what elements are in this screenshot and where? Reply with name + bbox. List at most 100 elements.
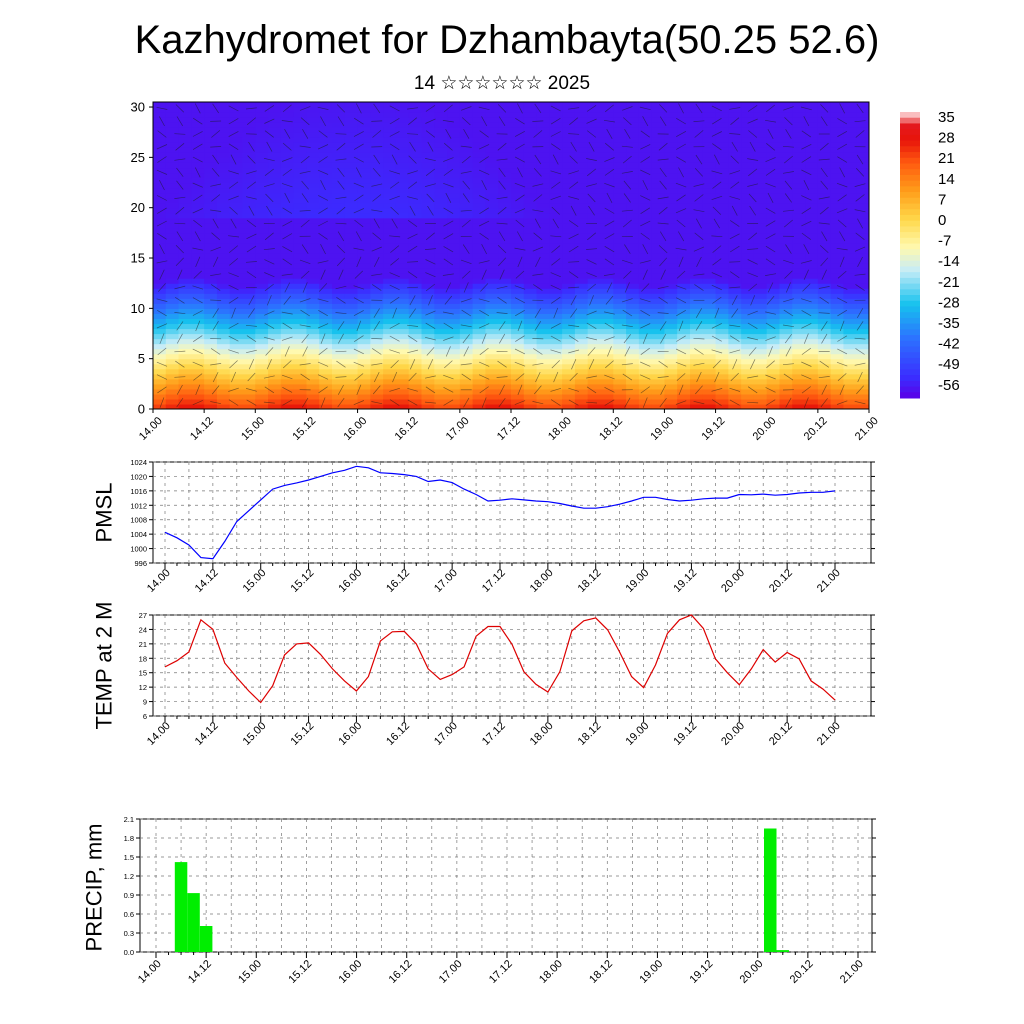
heatmap-cell bbox=[817, 112, 832, 118]
heatmap-cell bbox=[191, 227, 205, 234]
wind-vector bbox=[318, 386, 328, 394]
heatmap-cell bbox=[306, 147, 320, 153]
heatmap-cell bbox=[370, 383, 384, 390]
heatmap-cell bbox=[165, 137, 180, 143]
wind-vector bbox=[820, 180, 829, 190]
heatmap-cell bbox=[856, 288, 869, 294]
heatmap-cell bbox=[383, 308, 397, 314]
heatmap-cell bbox=[574, 383, 589, 390]
heatmap-cell bbox=[178, 117, 192, 123]
heatmap-cell bbox=[306, 207, 320, 214]
heatmap-cell bbox=[383, 363, 397, 370]
wind-vector bbox=[534, 218, 541, 229]
heatmap-cell bbox=[370, 117, 384, 123]
heatmap-cell bbox=[651, 403, 666, 409]
heatmap-cell bbox=[344, 112, 359, 118]
heatmap-cell bbox=[753, 142, 768, 148]
wind-vector bbox=[372, 385, 381, 395]
wind-vector bbox=[568, 245, 579, 253]
heatmap-cell bbox=[728, 167, 742, 174]
wind-vector bbox=[695, 308, 703, 318]
wind-vector bbox=[604, 322, 615, 329]
heatmap-cell bbox=[817, 102, 832, 108]
wind-vector bbox=[586, 130, 597, 138]
wind-vector bbox=[246, 335, 257, 342]
heatmap-cell bbox=[255, 222, 269, 229]
heatmap-cell bbox=[523, 197, 538, 204]
heatmap-cell bbox=[459, 127, 474, 133]
heatmap-cell bbox=[395, 122, 410, 128]
wind-vector bbox=[784, 117, 793, 126]
heatmap-cell bbox=[728, 112, 742, 118]
heatmap-cell bbox=[216, 393, 231, 400]
heatmap-cell bbox=[856, 137, 869, 143]
wind-vector bbox=[837, 194, 847, 202]
heatmap-cell bbox=[562, 197, 576, 204]
y-tick-label: 996 bbox=[134, 559, 147, 568]
heatmap-cell bbox=[626, 258, 640, 264]
wind-vector bbox=[515, 143, 525, 150]
heatmap-cell bbox=[370, 242, 384, 249]
heatmap-cell bbox=[779, 373, 793, 380]
wind-vector bbox=[481, 333, 487, 344]
heatmap-cell bbox=[242, 353, 256, 360]
wind-vector bbox=[228, 181, 239, 189]
wind-vector bbox=[282, 142, 292, 151]
wind-vector bbox=[496, 285, 508, 290]
heatmap-cell bbox=[216, 308, 231, 314]
heatmap-cell bbox=[715, 237, 729, 244]
heatmap-cell bbox=[715, 303, 729, 309]
heatmap-cell bbox=[664, 197, 678, 204]
wind-vector bbox=[229, 245, 239, 253]
heatmap-cell bbox=[459, 268, 474, 274]
wind-vector bbox=[659, 167, 667, 178]
heatmap-cell bbox=[766, 278, 781, 284]
heatmap-cell bbox=[830, 152, 845, 158]
heatmap-cell bbox=[549, 338, 563, 345]
heatmap-cell bbox=[792, 293, 806, 299]
heatmap-cell bbox=[792, 383, 806, 390]
heatmap-cell bbox=[574, 252, 589, 259]
heatmap-cell bbox=[651, 222, 666, 229]
heatmap-cell bbox=[805, 338, 819, 345]
wind-vector bbox=[159, 269, 165, 280]
wind-vector bbox=[335, 376, 347, 378]
heatmap-cell bbox=[753, 268, 768, 274]
heatmap-cell bbox=[459, 293, 474, 299]
heatmap-cell bbox=[779, 217, 793, 224]
heatmap-cell bbox=[498, 207, 512, 214]
heatmap-cell bbox=[153, 358, 167, 365]
heatmap-cell bbox=[511, 308, 525, 314]
wind-vector bbox=[765, 220, 776, 227]
heatmap-cell bbox=[153, 333, 167, 340]
heatmap-cell bbox=[715, 298, 729, 304]
heatmap-cell bbox=[370, 252, 384, 259]
heatmap-cell bbox=[178, 323, 192, 330]
heatmap-cell bbox=[817, 258, 832, 264]
heatmap-cell bbox=[485, 162, 499, 169]
wind-vector bbox=[588, 141, 595, 152]
heatmap-cell bbox=[766, 217, 781, 224]
heatmap-cell bbox=[805, 137, 819, 143]
heatmap-cell bbox=[651, 303, 666, 309]
heatmap-cell bbox=[408, 182, 423, 189]
heatmap-cell bbox=[574, 323, 589, 330]
heatmap-cell bbox=[165, 308, 180, 314]
heatmap-cell bbox=[549, 192, 563, 199]
heatmap-cell bbox=[574, 102, 589, 108]
y-tick-label: 1004 bbox=[130, 530, 147, 539]
wind-vector bbox=[176, 321, 184, 331]
heatmap-cell bbox=[165, 242, 180, 249]
heatmap-cell bbox=[702, 318, 717, 325]
heatmap-cell bbox=[690, 303, 704, 309]
wind-vector bbox=[481, 116, 488, 127]
heatmap-cell bbox=[715, 217, 729, 224]
heatmap-cell bbox=[165, 278, 180, 284]
heatmap-cell bbox=[523, 288, 538, 294]
heatmap-cell bbox=[293, 393, 308, 400]
heatmap-cell bbox=[216, 363, 231, 370]
heatmap-cell bbox=[613, 388, 627, 395]
heatmap-cell bbox=[293, 142, 308, 148]
heatmap-cell bbox=[549, 137, 563, 143]
heatmap-cell bbox=[153, 132, 167, 138]
